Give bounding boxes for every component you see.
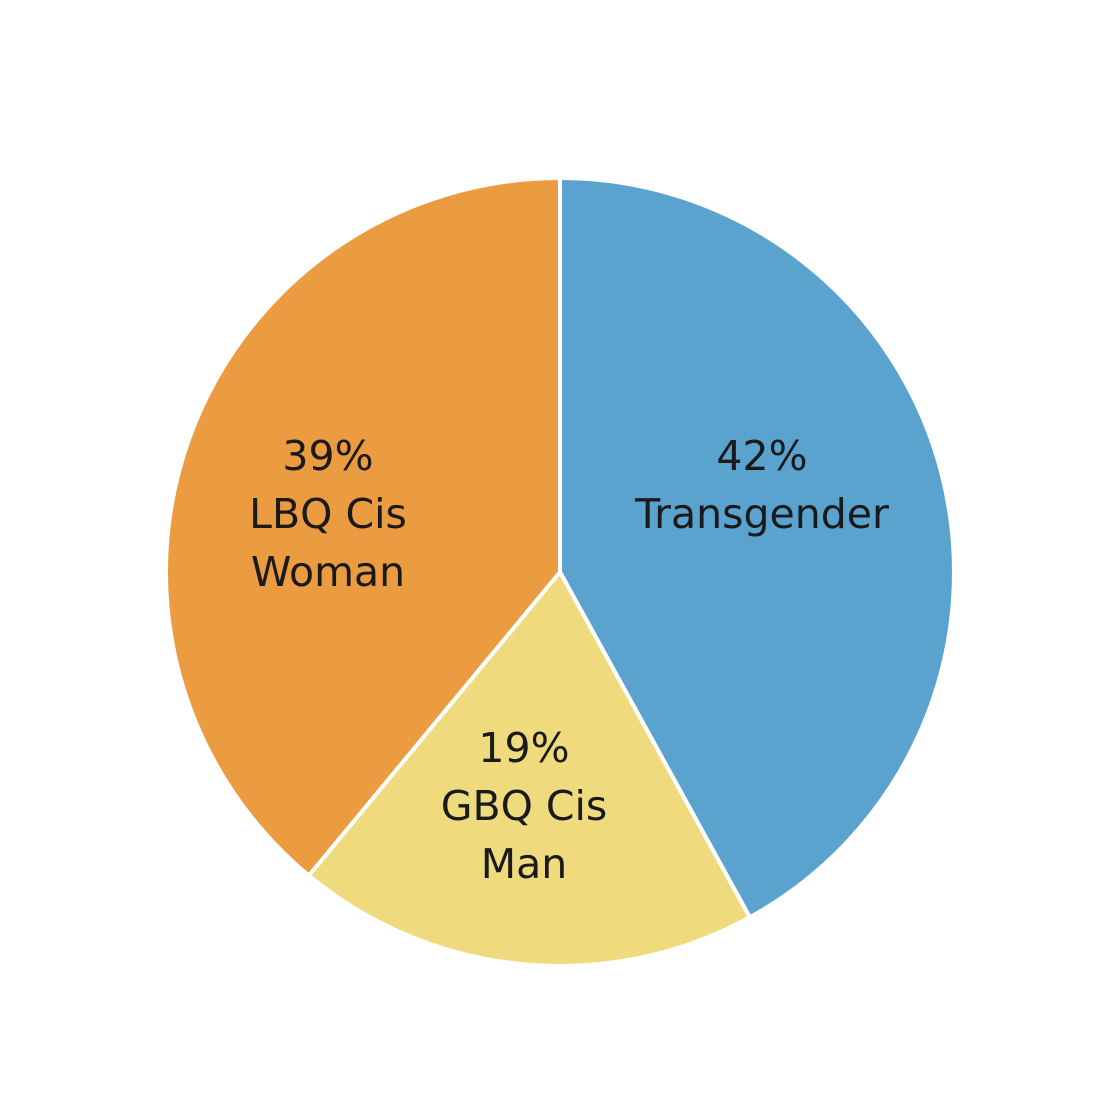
slice-percent-label: 42% (716, 432, 807, 480)
slice-percent-label: 39% (282, 432, 373, 480)
slice-label-2: 19% GBQ Cis Man (441, 724, 608, 888)
pie-labels: 42% Transgender 19% GBQ Cis Man 39% LBQ Cis Wom… (249, 432, 889, 888)
pie-slice-3 (164, 176, 562, 878)
slice-category-label: Man (481, 840, 567, 888)
slice-label-3: 39% LBQ Cis Woman (249, 432, 407, 596)
slice-category-label: GBQ Cis (441, 782, 608, 830)
slice-percent-label: 19% (478, 724, 569, 772)
slice-label-1: 42% Transgender (634, 432, 889, 538)
slice-category-label: Woman (251, 548, 405, 596)
pie-slices (164, 176, 956, 968)
slice-category-label: Transgender (634, 490, 889, 538)
pie-slice-2 (306, 570, 752, 968)
slice-category-label: LBQ Cis (249, 490, 407, 538)
pie-slice-1 (558, 176, 956, 920)
